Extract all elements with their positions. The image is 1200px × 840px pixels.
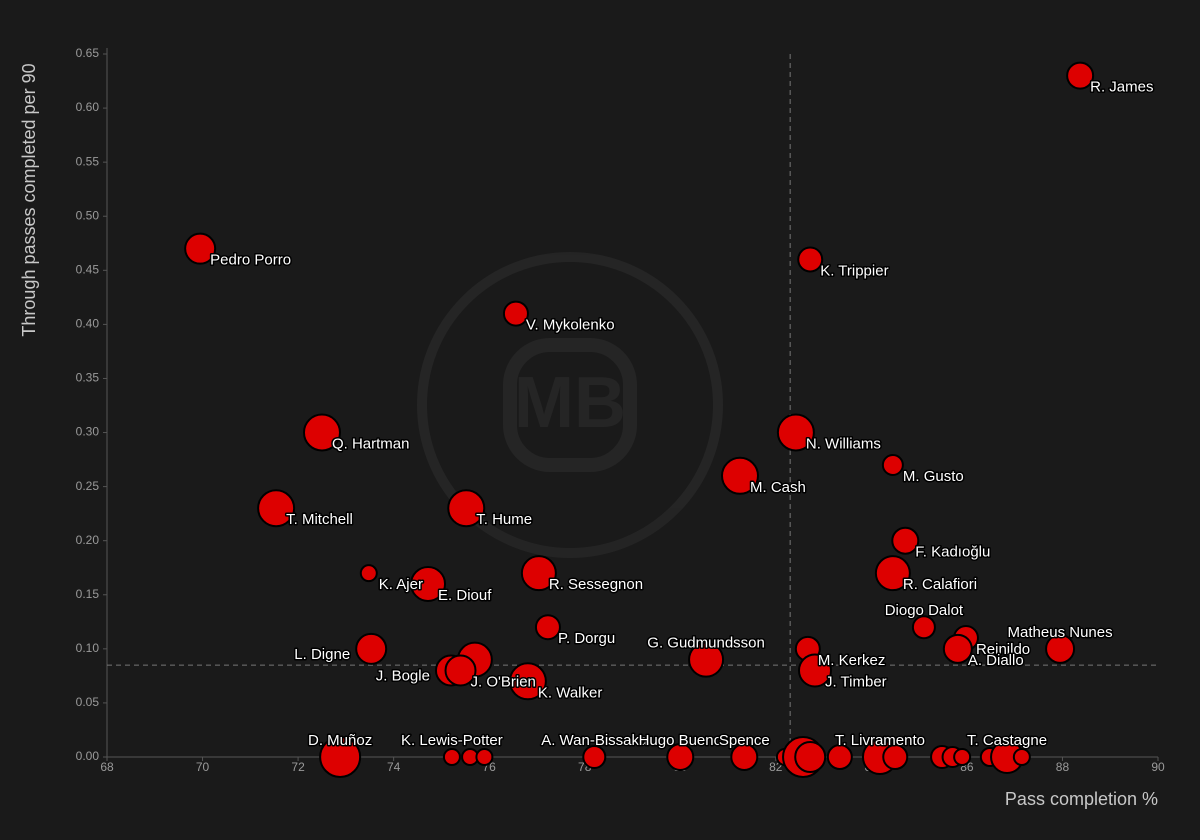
point: [359, 564, 378, 583]
point: [302, 413, 341, 452]
point-label: T. Livramento: [835, 732, 925, 749]
y-tick-label: 0.15: [76, 587, 100, 601]
x-tick-label: 90: [1151, 760, 1165, 774]
point-label: Diogo Dalot: [885, 602, 964, 619]
point: [502, 300, 529, 327]
point-label: Pedro Porro: [210, 252, 291, 269]
point: [184, 232, 217, 265]
x-axis-title: Pass completion %: [1005, 789, 1158, 809]
point: [882, 744, 909, 770]
point-label: R. Calafiori: [903, 576, 977, 593]
y-axis-title: Through passes completed per 90: [19, 63, 39, 336]
point-label: R. James: [1090, 79, 1153, 96]
y-tick-label: 0.35: [76, 371, 100, 385]
point-label: Spence: [719, 732, 770, 749]
point: [442, 748, 461, 766]
y-tick-label: 0.60: [76, 100, 100, 114]
y-tick-label: 0.55: [76, 154, 100, 168]
point-label: A. Wan-Bissaka: [541, 732, 648, 749]
x-tick-label: 70: [196, 760, 210, 774]
point: [534, 614, 561, 641]
watermark-text: MB: [514, 363, 626, 443]
y-tick-label: 0.00: [76, 749, 100, 763]
point: [319, 736, 362, 778]
point-label: G. Gudmundsson: [647, 635, 765, 652]
point-label: M. Kerkez: [818, 652, 886, 669]
point-label: J. Bogle: [376, 667, 430, 684]
point: [797, 653, 832, 688]
point: [1066, 61, 1095, 90]
point: [410, 565, 447, 602]
point: [794, 741, 827, 773]
watermark-ring: [417, 252, 723, 558]
x-tick-label: 72: [291, 760, 305, 774]
point-label: K. Walker: [538, 684, 602, 701]
point: [953, 748, 972, 766]
point: [826, 744, 853, 770]
point: [355, 632, 388, 665]
point-label: M. Cash: [750, 479, 806, 496]
point-label: P. Dorgu: [558, 630, 615, 647]
point: [730, 743, 759, 771]
x-tick-label: 74: [387, 760, 401, 774]
point: [891, 526, 920, 555]
point-label: L. Digne: [294, 646, 350, 663]
point: [447, 489, 486, 528]
point-label: A. Diallo: [968, 652, 1024, 669]
point-label: Q. Hartman: [332, 436, 410, 453]
point-label: J. Timber: [825, 673, 887, 690]
point-label: K. Lewis-Potter: [401, 732, 503, 749]
point: [874, 555, 911, 592]
y-tick-label: 0.45: [76, 262, 100, 276]
point: [942, 633, 973, 664]
x-tick-label: 68: [100, 760, 114, 774]
watermark-box: [503, 338, 637, 472]
point-label: T. Castagne: [967, 732, 1047, 749]
point-label: M. Gusto: [903, 468, 964, 485]
point-label: K. Trippier: [820, 262, 888, 279]
y-tick-label: 0.30: [76, 425, 100, 439]
point: [582, 745, 607, 769]
point-label: J. O'Brien: [471, 673, 536, 690]
point: [666, 743, 695, 771]
point-label: F. Kadıoğlu: [915, 544, 990, 561]
point: [1012, 748, 1031, 766]
y-tick-label: 0.25: [76, 479, 100, 493]
point-label: Hugo Bueno: [639, 732, 722, 749]
point: [1045, 633, 1076, 664]
point-label: E. Diouf: [438, 587, 492, 604]
point-label: Reinildo: [976, 641, 1030, 658]
point-label: T. Mitchell: [286, 511, 353, 528]
y-tick-label: 0.10: [76, 641, 100, 655]
y-tick-label: 0.65: [76, 46, 100, 60]
point: [911, 615, 936, 640]
y-tick-label: 0.05: [76, 695, 100, 709]
x-tick-label: 88: [1056, 760, 1070, 774]
y-tick-label: 0.50: [76, 208, 100, 222]
point: [475, 748, 494, 766]
point-label: Matheus Nunes: [1008, 624, 1113, 641]
point: [520, 555, 557, 592]
point: [257, 489, 296, 528]
point: [881, 453, 904, 476]
point: [688, 641, 725, 678]
point: [776, 413, 815, 452]
point: [797, 246, 824, 273]
point-label: R. Sessegnon: [549, 576, 643, 593]
point-label: T. Hume: [476, 511, 532, 528]
point-label: N. Williams: [806, 436, 881, 453]
point-label: V. Mykolenko: [526, 317, 615, 334]
point: [508, 662, 547, 701]
point: [444, 654, 477, 687]
watermark: MB: [417, 252, 723, 558]
point-label: K. Ajer: [379, 576, 423, 593]
y-tick-label: 0.40: [76, 317, 100, 331]
point-label: D. Muñoz: [308, 732, 372, 749]
point: [720, 456, 759, 495]
y-tick-label: 0.20: [76, 533, 100, 547]
